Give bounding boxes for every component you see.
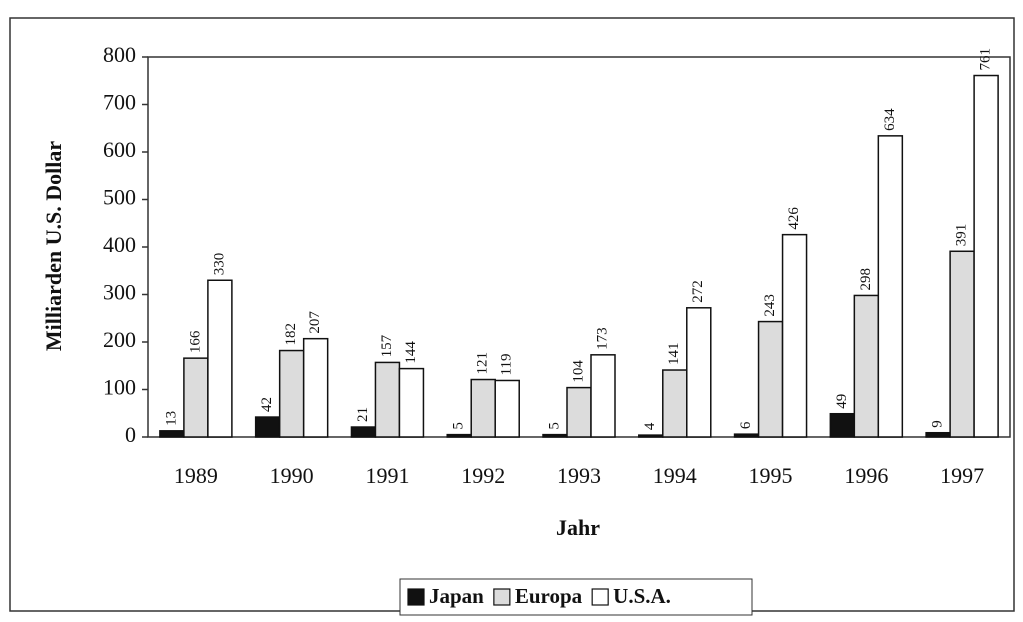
bar: [757, 320, 784, 438]
bar: [542, 433, 568, 438]
data-label: 21: [355, 407, 371, 422]
data-label: 9: [930, 420, 946, 428]
x-tick-label: 1993: [557, 463, 601, 488]
data-label: 119: [499, 354, 515, 376]
data-label: 634: [882, 108, 898, 131]
bar: [374, 361, 401, 438]
bar: [350, 426, 377, 438]
y-tick-label: 600: [103, 137, 136, 162]
y-tick-label: 300: [103, 280, 136, 305]
y-tick-label: 700: [103, 90, 136, 115]
y-tick-label: 400: [103, 232, 136, 257]
data-label: 13: [163, 411, 179, 426]
bar: [733, 433, 760, 438]
data-label: 6: [738, 421, 754, 429]
x-tick-label: 1994: [653, 463, 697, 488]
data-label: 157: [379, 334, 395, 357]
legend-label: Japan: [429, 584, 484, 608]
data-label: 49: [834, 394, 850, 409]
bar: [949, 250, 975, 438]
y-tick-label: 0: [125, 422, 136, 447]
legend-swatch: [493, 588, 511, 606]
x-tick-label: 1990: [270, 463, 314, 488]
data-label: 173: [594, 327, 610, 350]
bar: [278, 349, 305, 438]
x-tick-label: 1997: [940, 463, 984, 488]
data-label: 5: [546, 422, 562, 430]
bar: [302, 337, 329, 438]
x-tick-label: 1996: [844, 463, 888, 488]
x-axis-title: Jahr: [556, 515, 600, 540]
data-label: 330: [211, 253, 227, 276]
bar: [207, 279, 233, 438]
bar: [590, 354, 616, 438]
legend-label: Europa: [515, 584, 583, 608]
bar: [781, 233, 808, 438]
x-tick-label: 1991: [365, 463, 409, 488]
x-tick-label: 1992: [461, 463, 505, 488]
data-label: 426: [786, 207, 802, 230]
data-label: 42: [259, 397, 275, 412]
legend-label: U.S.A.: [613, 584, 671, 608]
data-label: 243: [762, 294, 778, 317]
y-tick-label: 200: [103, 327, 136, 352]
bar: [446, 433, 472, 438]
bar: [638, 434, 664, 438]
x-tick-label: 1995: [749, 463, 793, 488]
data-label: 207: [307, 311, 323, 334]
bar: [662, 369, 688, 438]
bar: [159, 430, 185, 438]
y-axis-title: Milliarden U.S. Dollar: [41, 141, 66, 351]
bar: [398, 367, 425, 438]
data-label: 298: [858, 268, 874, 291]
bar: [686, 307, 712, 438]
bar: [829, 412, 856, 438]
bar: [877, 135, 904, 438]
data-label: 144: [403, 341, 419, 364]
data-label: 391: [954, 224, 970, 247]
y-tick-label: 800: [103, 42, 136, 67]
data-label: 104: [570, 360, 586, 383]
data-label: 5: [451, 422, 467, 430]
bar: [183, 357, 209, 438]
bar: [494, 379, 520, 438]
legend-swatch: [407, 588, 425, 606]
data-label: 182: [283, 323, 299, 346]
bar: [973, 74, 999, 438]
data-label: 4: [642, 422, 658, 430]
data-label: 166: [187, 330, 203, 353]
bar: [853, 294, 880, 438]
bar: [254, 416, 281, 438]
data-label: 141: [666, 343, 682, 366]
bar: [470, 378, 496, 438]
data-label: 121: [475, 352, 491, 375]
x-tick-label: 1989: [174, 463, 218, 488]
y-tick-label: 100: [103, 375, 136, 400]
bar: [566, 386, 592, 438]
y-tick-label: 500: [103, 185, 136, 210]
legend-swatch: [591, 588, 609, 606]
legend-box: [399, 578, 753, 616]
data-label: 272: [690, 280, 706, 303]
bar: [925, 431, 951, 438]
data-label: 761: [978, 48, 994, 71]
